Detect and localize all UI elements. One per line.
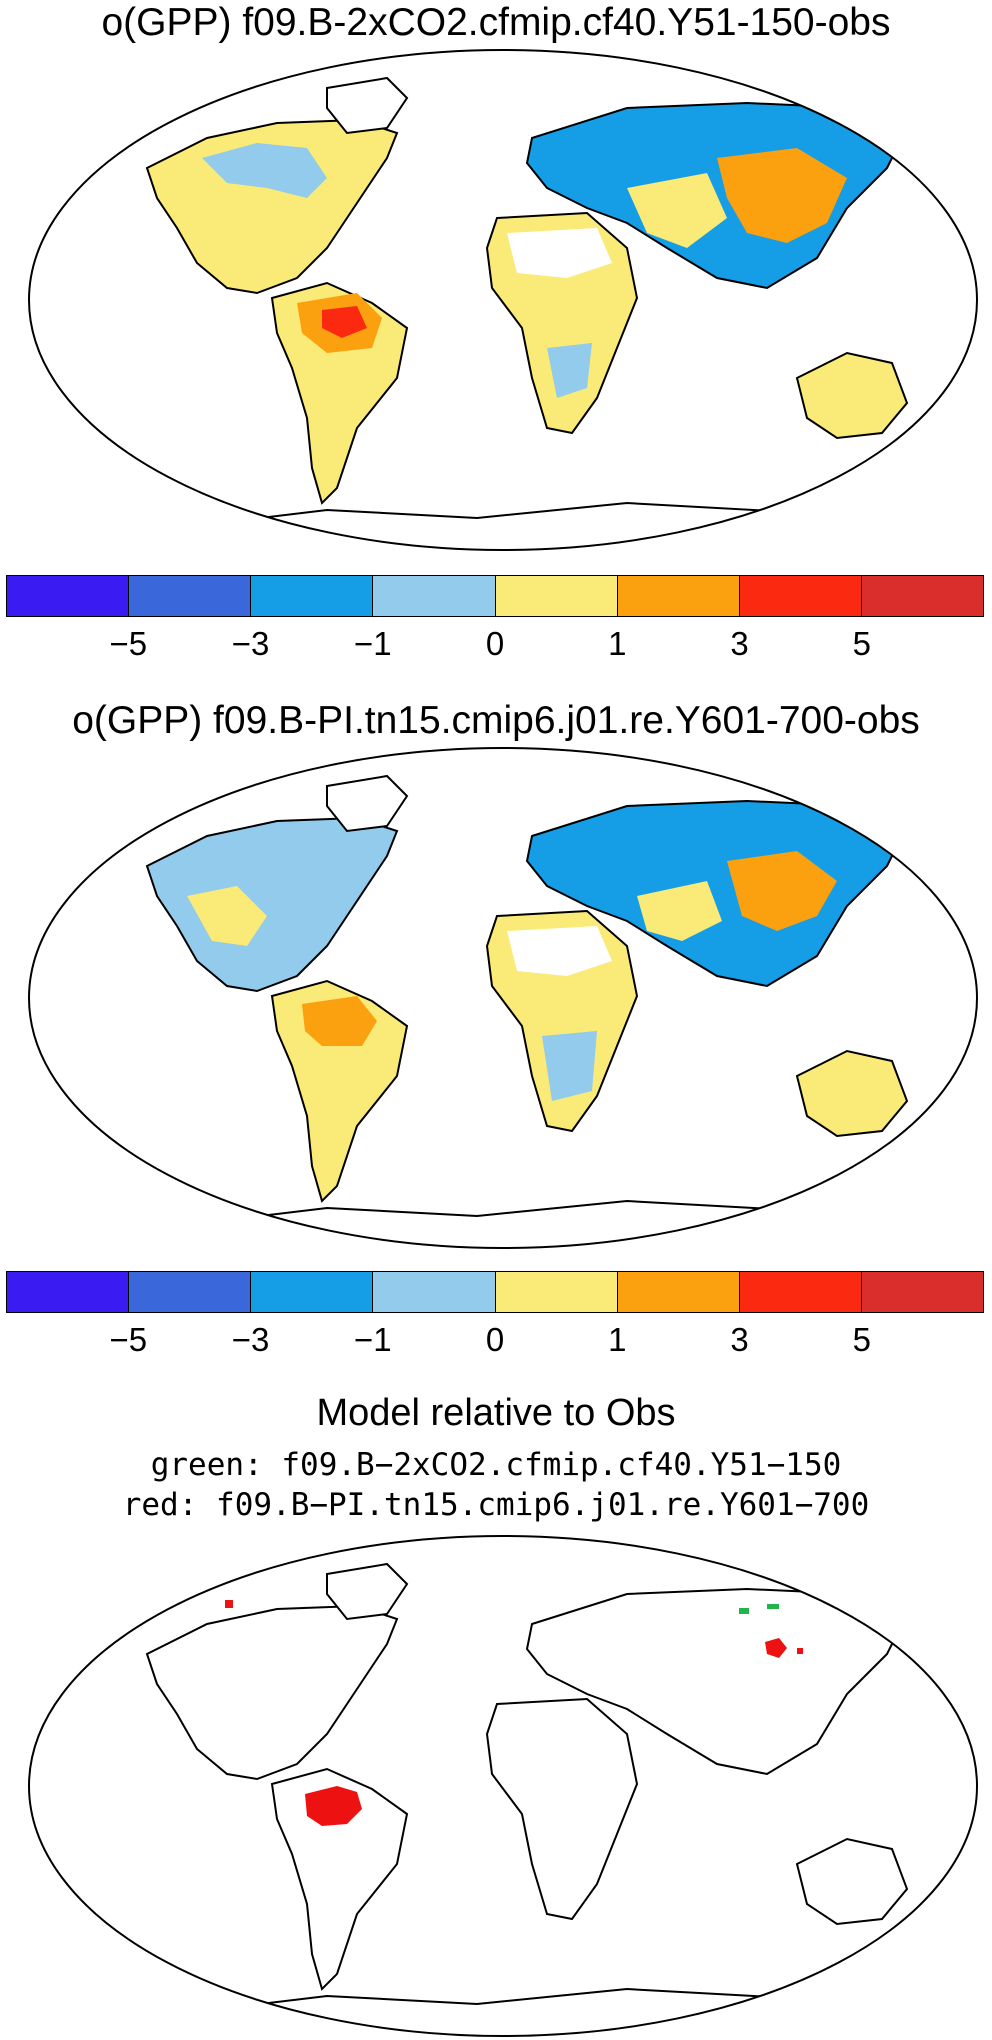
map-title-1: o(GPP) f09.B-2xCO2.cfmip.cf40.Y51-150-ob… xyxy=(101,1,891,44)
africa-blue-1 xyxy=(547,343,592,398)
asia-yellow-2 xyxy=(637,881,722,941)
asia-warm-2 xyxy=(727,851,837,931)
colorbar-1-seg-3 xyxy=(251,576,374,616)
australia-3 xyxy=(795,1837,909,1926)
south-america-3 xyxy=(270,1767,409,1991)
colorbar-2-seg-6 xyxy=(617,1272,740,1312)
tick-label: 0 xyxy=(485,625,505,662)
tick-label: −3 xyxy=(231,1321,270,1358)
tick-label: 5 xyxy=(852,625,871,662)
world-map-1 xyxy=(28,49,978,551)
colorbar-1-seg-1 xyxy=(7,576,130,616)
comparison-title: Model relative to Obs xyxy=(316,1392,676,1434)
asia-warm-1 xyxy=(717,148,847,243)
tick-label: 3 xyxy=(730,625,749,662)
colorbar-2-seg-5 xyxy=(495,1272,618,1312)
greenland-1 xyxy=(326,76,409,135)
asia-yellow-1 xyxy=(627,173,727,248)
green-region-east-asia xyxy=(739,1608,749,1614)
amazon-hotspot-2 xyxy=(302,996,377,1046)
africa-3 xyxy=(485,1697,639,1921)
colorbar-1-seg-5 xyxy=(495,576,618,616)
green-region-east-asia-2 xyxy=(767,1604,779,1609)
colorbar-2-ticks: −5 −3 −1 0 1 3 5 xyxy=(6,1320,984,1360)
colorbar-1-seg-7 xyxy=(739,576,862,616)
colorbar-1-seg-4 xyxy=(373,576,496,616)
world-map-comparison xyxy=(28,1535,978,2037)
tick-label: −3 xyxy=(231,625,270,662)
tick-label: 0 xyxy=(485,1321,505,1358)
legend-red-text: red: f09.B−PI.tn15.cmip6.j01.re.Y601−700 xyxy=(122,1487,870,1523)
tick-label: −1 xyxy=(353,625,392,662)
colorbar-1-seg-6 xyxy=(617,576,740,616)
amazon-core-1 xyxy=(322,306,367,338)
tick-label: −5 xyxy=(109,1321,148,1358)
colorbar-1 xyxy=(6,575,984,617)
colorbar-1-seg-2 xyxy=(129,576,252,616)
north-america-yellow-2 xyxy=(187,886,267,946)
red-region-canada xyxy=(225,1600,233,1608)
colorbar-1-ticks: −5 −3 −1 0 1 3 5 xyxy=(6,624,984,664)
australia-1 xyxy=(795,351,909,440)
north-america-2 xyxy=(145,816,399,993)
colorbar-2-seg-1 xyxy=(7,1272,130,1312)
antarctica-2 xyxy=(176,1199,928,1248)
antarctica-1 xyxy=(176,501,928,550)
colorbar-2-seg-2 xyxy=(129,1272,252,1312)
sahara-2 xyxy=(507,926,612,976)
tick-label: 1 xyxy=(608,625,627,662)
tick-label: −1 xyxy=(353,1321,392,1358)
red-region-east-asia xyxy=(765,1638,787,1658)
sahara-1 xyxy=(507,228,612,278)
australia-2 xyxy=(795,1049,909,1138)
world-map-2 xyxy=(28,747,978,1249)
greenland-2 xyxy=(326,774,409,833)
colorbar-2-seg-3 xyxy=(251,1272,374,1312)
tick-label: 1 xyxy=(608,1321,627,1358)
north-america-3 xyxy=(145,1604,399,1781)
tick-label: 3 xyxy=(730,1321,749,1358)
tick-label: −5 xyxy=(109,625,148,662)
colorbar-2 xyxy=(6,1271,984,1313)
red-region-east-asia-small xyxy=(797,1648,803,1654)
africa-blue-2 xyxy=(542,1031,597,1101)
map-title-2: o(GPP) f09.B-PI.tn15.cmip6.j01.re.Y601-7… xyxy=(72,699,920,742)
colorbar-2-seg-7 xyxy=(739,1272,862,1312)
greenland-3 xyxy=(326,1562,409,1621)
legend-green-text: green: f09.B−2xCO2.cfmip.cf40.Y51−150 xyxy=(150,1447,842,1483)
south-america-2 xyxy=(270,979,409,1203)
red-region-amazon xyxy=(305,1786,362,1826)
colorbar-1-seg-8 xyxy=(861,576,983,616)
colorbar-2-seg-8 xyxy=(861,1272,983,1312)
colorbar-2-seg-4 xyxy=(373,1272,496,1312)
north-america-blue-1 xyxy=(202,143,327,198)
antarctica-3 xyxy=(176,1987,928,2036)
tick-label: 5 xyxy=(852,1321,871,1358)
